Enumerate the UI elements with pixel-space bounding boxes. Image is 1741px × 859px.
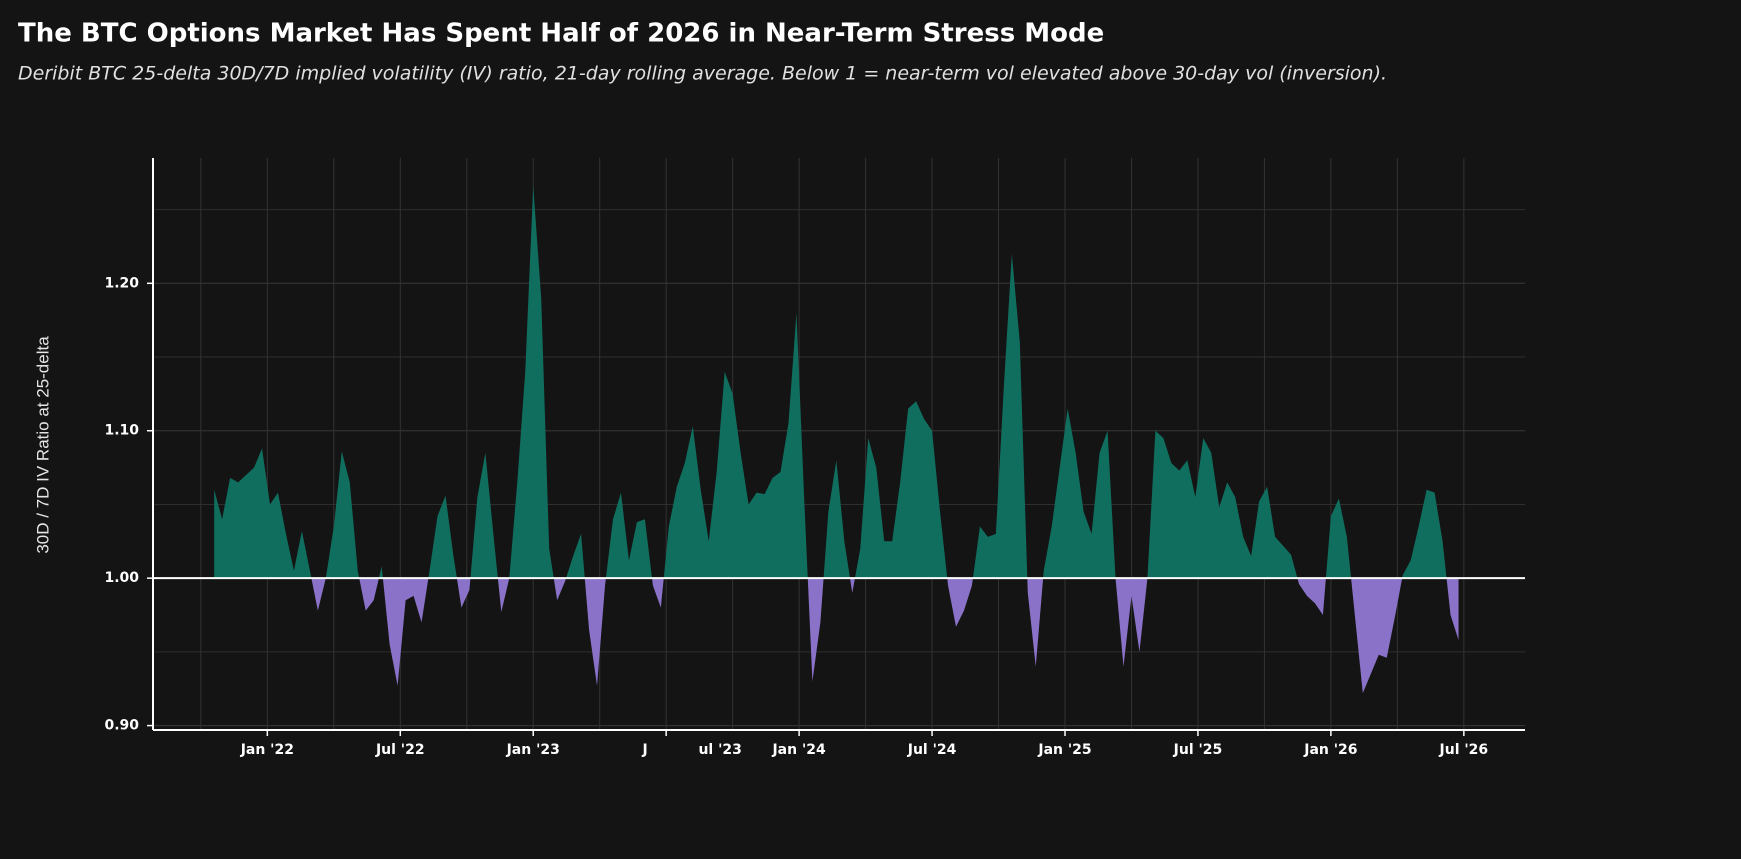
y-axis-label: 30D / 7D IV Ratio at 25-delta xyxy=(33,336,52,554)
x-tick-label: Jan '24 xyxy=(771,742,826,758)
area xyxy=(214,186,1459,694)
x-tick-label: Jul '22 xyxy=(375,742,425,758)
x-tick-label: Jan '26 xyxy=(1303,742,1357,758)
x-tick-label: Jan '23 xyxy=(506,742,560,758)
chart-title: The BTC Options Market Has Spent Half of… xyxy=(18,19,1104,49)
y-tick-label: 1.20 xyxy=(104,275,139,291)
x-tick-label: Jul '24 xyxy=(907,742,957,758)
x-tick-label: Jan '22 xyxy=(240,742,294,758)
y-tick-label: 0.90 xyxy=(104,718,139,734)
y-tick-label: 1.00 xyxy=(104,570,139,586)
x-tick-label: J xyxy=(642,742,648,758)
chart-subtitle: Deribit BTC 25-delta 30D/7D implied vola… xyxy=(18,63,1387,85)
x-annotation: ul '23 xyxy=(698,742,741,758)
y-tick-label: 1.10 xyxy=(104,423,139,439)
x-tick-label: Jul '25 xyxy=(1173,742,1223,758)
x-tick-label: Jul '26 xyxy=(1439,742,1489,758)
x-tick-label: Jan '25 xyxy=(1037,742,1091,758)
